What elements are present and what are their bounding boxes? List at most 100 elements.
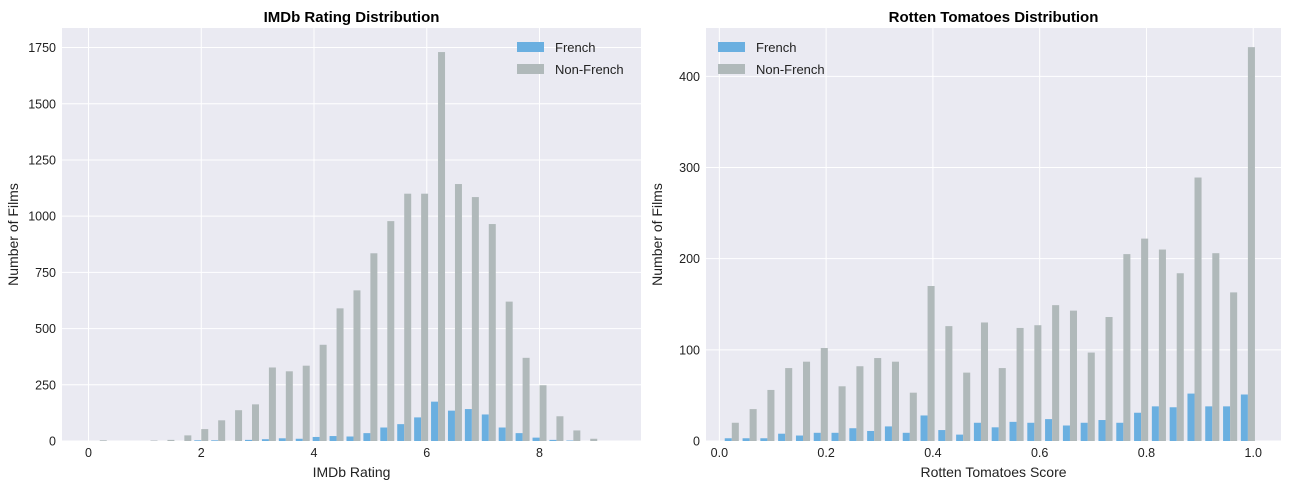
bar-french	[1062, 425, 1070, 441]
bar-non-french	[251, 404, 259, 441]
bar-french	[295, 438, 303, 441]
plot-area	[62, 28, 641, 441]
legend-swatch-non-french	[517, 64, 544, 74]
bar-non-french	[1247, 47, 1255, 442]
x-tick-label: 0	[85, 446, 92, 460]
y-tick-label: 1750	[28, 41, 56, 55]
bar-non-french	[856, 366, 864, 441]
x-axis-label: IMDb Rating	[313, 464, 391, 480]
y-tick-label: 0	[693, 435, 700, 449]
x-tick-label: 2	[198, 446, 205, 460]
bars	[724, 47, 1255, 442]
bar-french	[481, 414, 489, 441]
bar-non-french	[891, 361, 900, 441]
bar-non-french	[454, 184, 462, 441]
bar-french	[312, 436, 320, 441]
x-tick-label: 0.2	[817, 446, 834, 460]
bar-non-french	[1141, 238, 1149, 441]
bar-non-french	[1194, 177, 1202, 441]
bar-french	[245, 439, 252, 441]
bar-french	[742, 438, 750, 441]
bar-non-french	[539, 385, 547, 441]
rotten-tomatoes-chart: 0.0 0.2 0.4 0.6 0.8 1.0 0 100 200 300 400 Rotten T…	[649, 9, 1281, 480]
x-tick-label: 8	[536, 446, 543, 460]
chart-title: IMDb Rating Distribution	[264, 9, 440, 26]
bars	[99, 52, 598, 442]
bar-french	[920, 415, 928, 441]
bar-french	[902, 432, 910, 441]
legend-swatch-french	[718, 42, 745, 52]
bar-french	[1151, 406, 1159, 441]
legend-label-french: French	[756, 40, 796, 55]
bar-non-french	[268, 367, 276, 441]
bar-french	[515, 433, 523, 441]
bar-non-french	[945, 326, 953, 441]
bar-french	[363, 433, 371, 441]
bar-non-french	[1105, 317, 1113, 441]
x-tick-label: 4	[311, 446, 318, 460]
imdb-rating-chart: 0 2 4 6 8 0 250 500 750 1000 1250 1500 1750 IMDb Rat…	[5, 9, 641, 480]
bar-french	[724, 438, 732, 441]
y-axis-label: Number of Films	[649, 183, 665, 286]
bar-french	[346, 436, 354, 441]
bar-non-french	[874, 358, 882, 441]
bar-french	[1134, 412, 1142, 441]
bar-french	[278, 438, 286, 441]
bar-non-french	[731, 422, 739, 441]
tick-labels: 0 2 4 6 8 0 250 500 750 1000 1250 1500 1750	[28, 41, 543, 460]
bar-french	[1169, 407, 1177, 441]
bar-french	[329, 436, 337, 441]
bar-french	[991, 427, 999, 441]
y-tick-label: 1500	[28, 97, 56, 111]
bar-non-french	[1176, 273, 1184, 441]
bar-french	[549, 439, 557, 441]
x-tick-label: 0.0	[711, 446, 728, 460]
bar-french	[813, 432, 821, 441]
bar-non-french	[838, 386, 846, 441]
bar-non-french	[909, 392, 917, 441]
legend: French Non-French	[718, 40, 825, 77]
bar-non-french	[167, 439, 175, 441]
x-tick-label: 0.4	[924, 446, 941, 460]
y-tick-label: 1000	[28, 210, 56, 224]
bar-french	[956, 434, 964, 441]
bar-non-french	[99, 440, 107, 441]
legend-label-non-french: Non-French	[756, 62, 825, 77]
bar-french	[1080, 422, 1088, 441]
bar-non-french	[387, 221, 395, 441]
legend: French Non-French	[517, 40, 624, 77]
bar-french	[1045, 419, 1053, 441]
bar-french	[938, 430, 946, 441]
bar-french	[849, 428, 857, 441]
bar-non-french	[285, 371, 293, 441]
bar-non-french	[785, 368, 793, 441]
bar-french	[1187, 393, 1195, 441]
legend-label-french: French	[555, 40, 595, 55]
bar-non-french	[590, 438, 598, 441]
bar-french	[194, 440, 202, 441]
bar-french	[498, 427, 506, 441]
bar-non-french	[556, 416, 564, 441]
bar-non-french	[336, 308, 344, 441]
bar-french	[795, 435, 804, 441]
bar-non-french	[1230, 292, 1238, 441]
bar-french	[760, 438, 768, 441]
legend-label-non-french: Non-French	[555, 62, 624, 77]
y-tick-label: 1250	[28, 153, 56, 167]
y-tick-label: 200	[679, 252, 700, 266]
bar-non-french	[767, 389, 775, 441]
bar-french	[1027, 422, 1035, 441]
bar-non-french	[302, 365, 310, 441]
y-tick-label: 100	[679, 343, 700, 357]
bar-french	[380, 427, 388, 441]
bar-french	[831, 432, 839, 441]
bar-non-french	[1212, 253, 1220, 441]
bar-french	[261, 439, 269, 441]
bar-french	[431, 401, 439, 441]
x-tick-label: 1.0	[1245, 446, 1262, 460]
chart-title: Rotten Tomatoes Distribution	[889, 9, 1099, 26]
bar-non-french	[235, 410, 243, 441]
bar-french	[778, 433, 786, 441]
bar-non-french	[184, 435, 192, 441]
